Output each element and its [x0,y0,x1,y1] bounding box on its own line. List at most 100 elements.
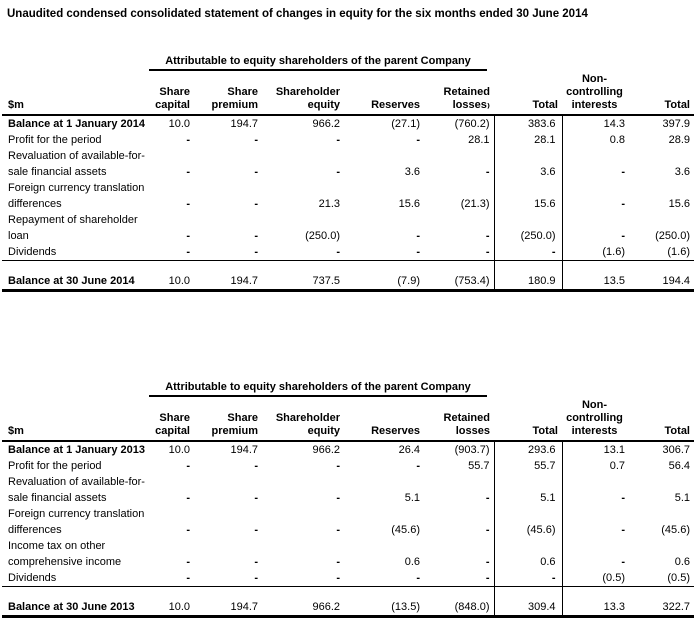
value-cell: - [621,556,625,568]
value-cell: - [621,230,625,242]
value-cell: - [254,134,258,146]
value-cell: (27.1) [391,118,420,130]
spacer-row [2,260,694,274]
value-cell: - [254,230,258,242]
spacer-cell [562,261,629,274]
value-cell: - [493,570,563,587]
spacer-cell [194,587,262,600]
document-title: Unaudited condensed consolidated stateme… [7,8,588,20]
table-row: Revaluation of available-for- sale finan… [2,474,694,506]
value-cell: 383.6 [493,115,563,132]
value-cell: - [485,556,490,568]
table-header: $m Share capital Share premium Shareholder … [2,73,694,116]
spacer-cell [562,587,629,600]
table-body: Balance at 1 January 2014 10.0 194.7 966.2(… [2,115,694,292]
value-cell: - [344,244,424,261]
row-label: Dividends [2,244,154,261]
column-header: Share capital [154,399,194,442]
value-cell: 194.7 [194,273,262,292]
value-cell: - [336,556,340,568]
column-header: Reserves [344,73,424,116]
value-cell: 10.0 [168,118,190,130]
table-row: Balance at 1 January 2013 10.0 194.7 966.2 2… [2,441,694,458]
value-cell: 3.6 [674,166,690,178]
value-cell: 15.6 [493,180,563,212]
column-header: Total [629,73,694,116]
spacer-cell [629,587,694,600]
value-cell: (903.7) [454,444,490,456]
closing-balance-row: Balance at 30 June 2013 10.0 194.7 966.2 (13… [2,599,694,618]
value-cell: - [485,524,490,536]
value-cell: - [186,198,190,210]
row-label: Profit for the period [8,460,102,472]
column-header: Shareholder equity [262,399,344,442]
value-cell: 55.7 [468,460,490,472]
value-cell: 5.1 [674,492,690,504]
column-header: Reserves [344,399,424,442]
value-cell: 13.5 [562,273,629,292]
column-header: Total [494,399,562,442]
value-cell: - [254,556,258,568]
value-cell: - [194,570,262,587]
closing-balance-row: Balance at 30 June 2014 10.0 194.7 737.5 (7.… [2,273,694,292]
value-cell: 56.4 [668,460,690,472]
value-cell: 28.1 [468,134,490,146]
spacer-cell [424,261,494,274]
value-cell: - [336,166,340,178]
table-row: Repayment of shareholder loan - - (250.0) - -… [2,212,694,244]
value-cell: (45.6) [493,506,563,538]
row-label: Balance at 1 January 2013 [8,444,145,456]
column-header: Total [629,399,694,442]
value-cell: (1.6) [562,244,629,261]
value-cell: - [254,166,258,178]
column-header: Share premium [194,399,262,442]
value-cell: - [336,492,340,504]
value-cell: 5.1 [404,492,420,504]
value-cell: 194.7 [230,118,258,130]
value-cell: - [254,492,258,504]
spacer-cell [344,261,424,274]
spacer-cell [194,261,262,274]
spacer-cell [154,261,194,274]
spacer-cell [154,587,194,600]
unit-header: $m [2,399,154,442]
value-cell: - [254,198,258,210]
value-cell: - [154,570,194,587]
value-cell: 194.4 [629,273,694,292]
value-cell: 0.6 [404,556,420,568]
spacer-cell [2,587,154,600]
value-cell: 28.9 [668,134,690,146]
value-cell: - [154,244,194,261]
unit-header: $m [2,73,154,116]
value-cell: (250.0) [305,230,340,242]
statement-table-2014: $m Share capital Share premium Shareholder … [2,73,694,292]
column-header: Shareholder equity [262,73,344,116]
value-cell: - [186,460,190,472]
value-cell: (21.3) [460,198,490,210]
table-row: Balance at 1 January 2014 10.0 194.7 966.2 (… [2,115,694,132]
table-body: Balance at 1 January 2013 10.0 194.7 966.2 2… [2,441,694,618]
table-row: Profit for the period - - - - 55.7 55.7 0.7 56.4 [2,458,694,474]
value-cell: (0.5) [562,570,629,587]
column-header: Share premium [194,73,262,116]
table-row: Dividends - - - - - - (1.6) (1.6) [2,244,694,261]
value-cell: (753.4) [424,273,494,292]
value-cell: - [262,244,344,261]
value-cell: - [336,134,340,146]
value-cell: - [194,244,262,261]
value-cell: 306.7 [662,444,690,456]
value-cell: (0.5) [629,570,694,587]
value-cell: 0.7 [609,460,625,472]
value-cell: 26.4 [398,444,420,456]
value-cell: 0.6 [674,556,690,568]
row-label: Revaluation of available-for- sale finan… [8,476,145,504]
value-cell: 13.1 [603,444,625,456]
value-cell: - [254,460,258,472]
row-label: Balance at 30 June 2014 [2,273,154,292]
spacer-cell [629,261,694,274]
value-cell: 0.6 [493,538,563,570]
value-cell: 194.7 [230,444,258,456]
value-cell: (1.6) [629,244,694,261]
value-cell: 21.3 [318,198,340,210]
